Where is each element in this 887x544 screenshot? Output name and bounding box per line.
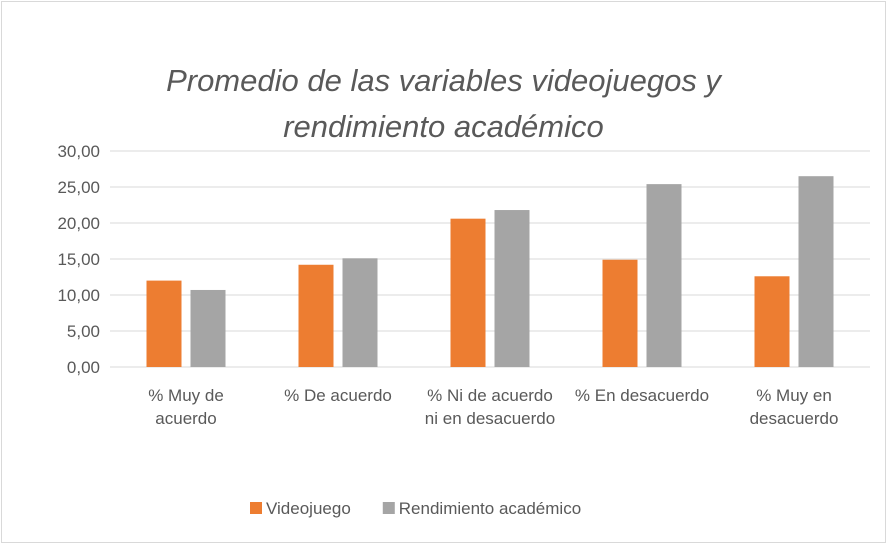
x-tick-label: % Muy de acuerdo: [148, 386, 224, 428]
bar: [602, 259, 638, 367]
y-tick-label: 30,00: [57, 141, 100, 161]
y-tick-label: 25,00: [57, 177, 100, 197]
y-tick-label: 10,00: [57, 285, 100, 305]
bar: [190, 289, 226, 367]
legend-label: Rendimiento académico: [398, 499, 582, 518]
x-tick-label: % En desacuerdo: [574, 386, 710, 405]
y-tick-label: 20,00: [57, 213, 100, 233]
x-tick-label: % De acuerdo: [284, 386, 392, 405]
chart-title: Promedio de las variables videojuegos y …: [166, 63, 721, 144]
bar: [342, 258, 378, 367]
x-tick-label: % Ni de acuerdo ni en desacuerdo: [424, 386, 556, 428]
bar: [298, 264, 334, 367]
bar: [494, 210, 530, 367]
x-tick-label: % Muy en desacuerdo: [749, 386, 839, 428]
bar: [646, 184, 682, 367]
bar: [450, 218, 486, 367]
bar: [798, 176, 834, 367]
y-tick-label: 5,00: [66, 321, 100, 341]
bar: [754, 276, 790, 367]
y-tick-label: 15,00: [57, 249, 100, 269]
y-tick-label: 0,00: [66, 357, 100, 377]
legend-swatch: [250, 502, 262, 514]
bar: [146, 280, 182, 367]
legend-swatch: [382, 502, 395, 514]
legend-label: Videojuego: [266, 499, 351, 518]
